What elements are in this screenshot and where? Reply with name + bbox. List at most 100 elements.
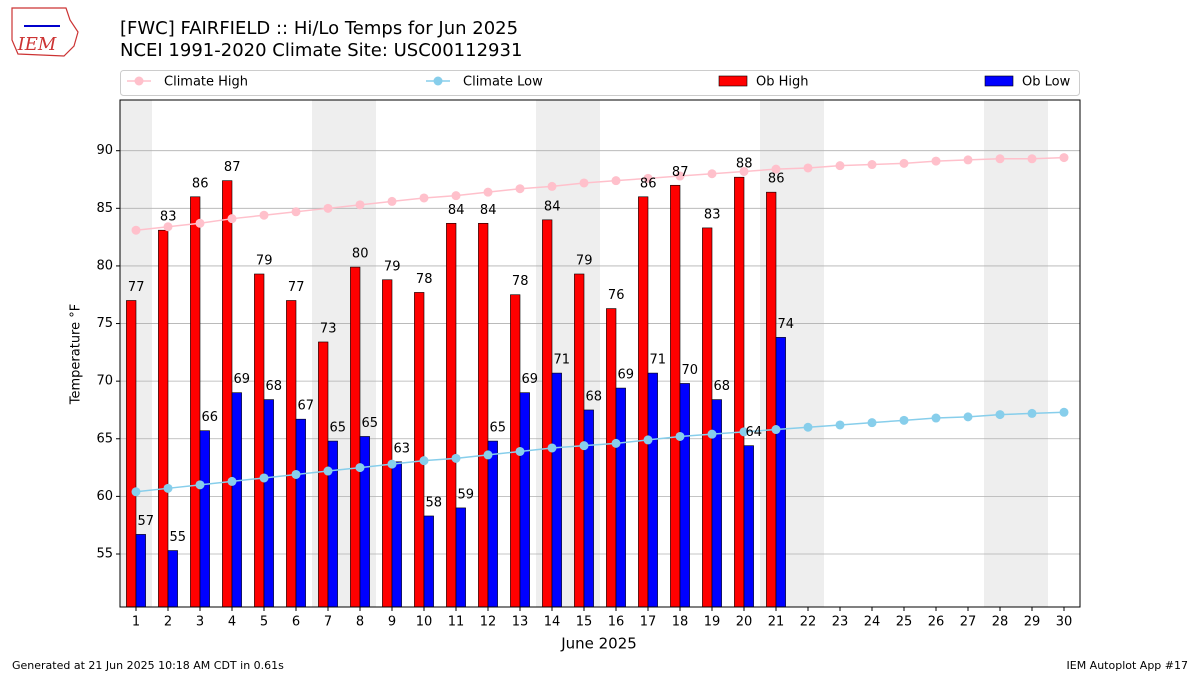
x-tick-label: 10 [416, 615, 433, 630]
data-label: 79 [384, 259, 401, 274]
data-label: 73 [320, 321, 337, 336]
data-label: 69 [234, 372, 251, 387]
y-tick-label: 85 [96, 201, 113, 216]
line-point [803, 163, 813, 173]
line-point [1027, 154, 1037, 164]
line-point [1027, 408, 1037, 418]
legend-swatch [718, 75, 748, 87]
x-tick-label: 3 [196, 615, 204, 630]
x-tick-label: 16 [608, 615, 625, 630]
line-point [707, 169, 717, 179]
legend-label: Ob Low [1022, 75, 1071, 90]
x-tick-label: 1 [132, 615, 140, 630]
line-point [163, 222, 173, 232]
bar [231, 392, 242, 608]
data-label: 68 [586, 389, 603, 404]
line-point [131, 487, 141, 497]
bar [190, 196, 201, 608]
data-label: 84 [480, 203, 497, 218]
data-label: 86 [640, 176, 657, 191]
line-point [739, 427, 749, 437]
line-point [931, 156, 941, 166]
shade-band [792, 100, 824, 607]
line-point [835, 161, 845, 171]
line-point [995, 410, 1005, 420]
x-tick-label: 24 [864, 615, 881, 630]
x-tick-label: 30 [1056, 615, 1073, 630]
plot-frame [119, 99, 1081, 608]
data-label: 68 [714, 379, 731, 394]
bar [638, 196, 649, 608]
data-label: 78 [416, 272, 433, 287]
bar [583, 409, 594, 608]
bar [455, 507, 466, 608]
x-tick-label: 20 [736, 615, 753, 630]
line-point [355, 200, 365, 210]
footer-right: IEM Autoplot App #17 [1067, 659, 1189, 672]
data-label: 66 [202, 410, 219, 425]
line-point [547, 181, 557, 191]
data-label: 64 [746, 425, 763, 440]
bar [382, 279, 393, 608]
line-point [291, 469, 301, 479]
legend-box [120, 70, 1080, 96]
data-label: 65 [362, 416, 379, 431]
line-point [771, 425, 781, 435]
bar [702, 227, 713, 608]
data-label: 58 [426, 495, 443, 510]
line-point [867, 418, 877, 428]
x-tick-label: 23 [832, 615, 849, 630]
line-point [675, 171, 685, 181]
chart-subtitle: NCEI 1991-2020 Climate Site: USC00112931 [120, 40, 522, 61]
bar [551, 372, 562, 608]
shade-band [1016, 100, 1048, 607]
x-tick-label: 18 [672, 615, 689, 630]
line-point [195, 218, 205, 228]
bar [286, 300, 297, 608]
x-tick-label: 14 [544, 615, 561, 630]
line [135, 411, 1065, 493]
line-point [995, 154, 1005, 164]
line-point [387, 196, 397, 206]
line-point [899, 158, 909, 168]
bar [295, 418, 306, 608]
legend-label: Climate Low [463, 75, 543, 90]
bar [478, 222, 489, 608]
line-point [419, 193, 429, 203]
data-label: 65 [490, 421, 507, 436]
data-label: 74 [778, 317, 795, 332]
bar [519, 392, 530, 608]
line-point [291, 207, 301, 217]
line-point [675, 431, 685, 441]
bar [222, 180, 233, 608]
data-label: 71 [650, 353, 667, 368]
line-point [963, 412, 973, 422]
bar [327, 440, 338, 608]
line-point [899, 415, 909, 425]
line-point [195, 480, 205, 490]
x-tick-label: 4 [228, 615, 236, 630]
x-tick-label: 17 [640, 615, 657, 630]
line-point [643, 173, 653, 183]
x-tick-label: 19 [704, 615, 721, 630]
bar [263, 399, 274, 608]
bar [359, 436, 370, 608]
line-point [515, 446, 525, 456]
line-point [387, 459, 397, 469]
data-label: 76 [608, 288, 625, 303]
data-label: 83 [704, 207, 721, 222]
line-point [323, 466, 333, 476]
line-point [355, 463, 365, 473]
line-point [259, 473, 269, 483]
bar [199, 430, 210, 608]
data-label: 79 [576, 253, 593, 268]
legend-swatch [984, 75, 1014, 87]
x-tick-label: 26 [928, 615, 945, 630]
bar [446, 222, 457, 608]
x-tick-label: 25 [896, 615, 913, 630]
data-label: 77 [288, 280, 305, 295]
data-label: 65 [330, 421, 347, 436]
logo-text: IEM [17, 34, 57, 55]
bar [615, 387, 626, 608]
legend-marker [134, 76, 144, 86]
